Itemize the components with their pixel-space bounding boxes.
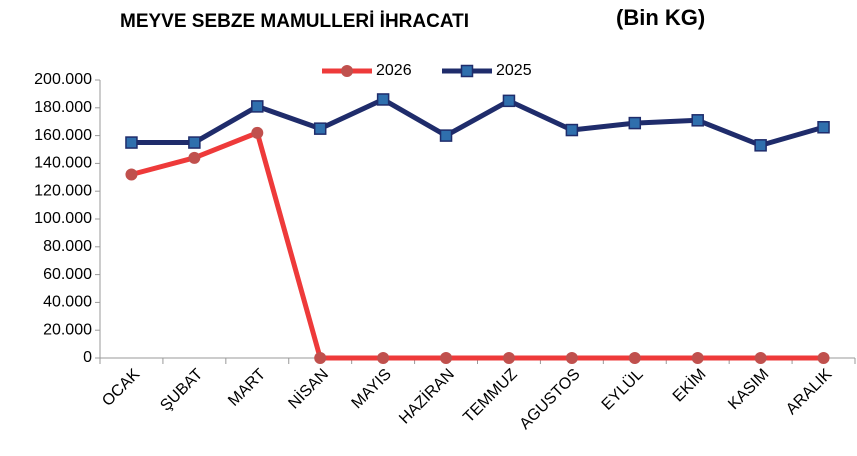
- legend-marker: [341, 65, 353, 77]
- marker: [125, 136, 138, 149]
- marker: [754, 352, 767, 364]
- x-tick-label: NİSAN: [284, 364, 332, 412]
- x-tick-label: EKİM: [668, 364, 709, 405]
- y-tick-label: 120.000: [34, 182, 92, 199]
- y-tick-label: 180.000: [34, 99, 92, 116]
- chart-title: MEYVE SEBZE MAMULLERİ İHRACATI: [120, 11, 469, 32]
- marker: [502, 94, 516, 108]
- x-tick-label: KASIM: [725, 366, 772, 413]
- marker: [440, 352, 453, 364]
- marker: [439, 129, 453, 142]
- marker: [628, 116, 642, 130]
- y-tick-label: 0: [83, 349, 92, 366]
- marker: [754, 139, 767, 152]
- marker: [691, 114, 704, 127]
- marker: [376, 93, 390, 106]
- y-tick-label: 100.000: [34, 210, 92, 227]
- marker: [251, 126, 264, 139]
- series-line: [131, 96, 825, 148]
- marker: [691, 352, 704, 364]
- y-tick-label: 20.000: [43, 321, 92, 338]
- y-tick-label: 200.000: [34, 71, 92, 88]
- marker: [565, 123, 579, 137]
- marker: [377, 352, 390, 364]
- x-tick-label: MAYIS: [349, 366, 395, 412]
- marker: [188, 136, 201, 149]
- marker: [565, 352, 578, 364]
- x-tick-label: HAZİRAN: [395, 364, 458, 427]
- y-tick-label: 60.000: [43, 266, 92, 283]
- legend-marker: [460, 64, 474, 78]
- chart-subtitle: (Bin KG): [616, 5, 705, 30]
- marker: [188, 151, 201, 164]
- y-tick-label: 140.000: [34, 155, 92, 172]
- marker: [502, 352, 515, 364]
- marker: [314, 352, 327, 364]
- x-tick-label: ŞUBAT: [157, 366, 206, 415]
- marker: [628, 352, 641, 364]
- y-tick-label: 160.000: [34, 127, 92, 144]
- marker: [125, 168, 138, 181]
- marker: [817, 121, 830, 134]
- x-tick-label: AGUSTOS: [517, 366, 584, 433]
- y-tick-label: 40.000: [43, 294, 92, 311]
- marker: [313, 122, 327, 135]
- x-tick-label: ARALIK: [783, 366, 836, 419]
- x-tick-label: EYLÜL: [598, 365, 647, 414]
- x-tick-label: MART: [225, 366, 269, 410]
- legend-label: 2026: [376, 62, 412, 79]
- series-line: [130, 130, 824, 361]
- x-tick-label: TEMMUZ: [460, 366, 521, 427]
- x-tick-label: OCAK: [99, 366, 143, 410]
- legend-label: 2025: [496, 62, 532, 79]
- marker: [817, 352, 830, 364]
- marker: [251, 100, 264, 113]
- y-tick-label: 80.000: [43, 238, 92, 255]
